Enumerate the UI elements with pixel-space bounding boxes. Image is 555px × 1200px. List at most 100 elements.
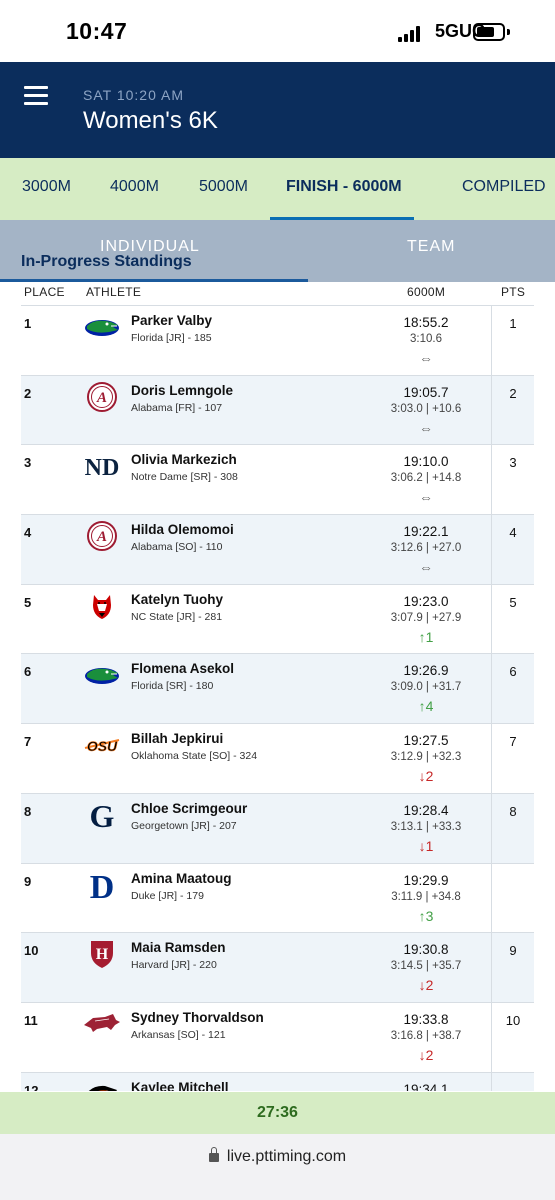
column-divider xyxy=(491,306,492,375)
tab-4000m[interactable]: 4000M xyxy=(110,178,159,195)
status-time: 10:47 xyxy=(66,18,128,44)
athlete-name[interactable]: Flomena Asekol xyxy=(131,661,235,677)
cellular-signal-icon xyxy=(398,26,424,42)
oregon-state-beaver-logo xyxy=(83,1079,121,1091)
athlete-name[interactable]: Kaylee Mitchell xyxy=(131,1079,229,1091)
place-cell: 4 xyxy=(24,525,32,541)
place-cell: 6 xyxy=(24,664,32,680)
column-divider xyxy=(491,933,492,1002)
athlete-name[interactable]: Amina Maatoug xyxy=(131,870,232,886)
points-cell: 8 xyxy=(509,803,517,819)
place-cell: 2 xyxy=(24,385,32,401)
view-tabs: INDIVIDUAL TEAM xyxy=(0,220,555,282)
points-cell: 2 xyxy=(509,385,517,401)
column-divider xyxy=(491,793,492,863)
table-row[interactable]: 9 D Amina Maatoug Duke [JR] - 179 19:29.9 3:1… xyxy=(21,863,534,934)
athlete-name[interactable]: Hilda Olemomoi xyxy=(131,522,234,538)
svg-text:D: D xyxy=(90,870,115,900)
place-cell: 3 xyxy=(24,455,32,471)
section-title: In-Progress Standings xyxy=(21,253,192,270)
svg-text:OSU: OSU xyxy=(87,738,118,754)
place-cell: 1 xyxy=(24,316,32,331)
table-row[interactable]: 6 Flomena Asekol Florida [SR] - 180 19:26.9… xyxy=(21,654,534,725)
split-gap: 3:14.5 | +35.7 xyxy=(390,960,462,973)
col-athlete: ATHLETE xyxy=(86,285,142,299)
position-change-icon: ↑3 xyxy=(418,907,434,924)
table-row[interactable]: 11 Sydney Thorvaldson Arkansas [SO] - 121 1… xyxy=(21,1002,534,1073)
tab-team[interactable]: TEAM xyxy=(407,238,456,255)
finish-time: 19:27.5 xyxy=(403,733,449,749)
athlete-team-info: Harvard [JR] - 220 xyxy=(131,959,217,972)
column-divider xyxy=(491,863,492,933)
athlete-name[interactable]: Sydney Thorvaldson xyxy=(131,1009,264,1025)
tab-finish-6000m[interactable]: FINISH - 6000M xyxy=(270,158,414,220)
position-change-icon: ⇔ xyxy=(419,350,433,366)
position-change-icon: ⇔ xyxy=(419,419,433,436)
place-cell: 11 xyxy=(24,1012,38,1028)
split-gap: 3:09.0 | +31.7 xyxy=(390,681,462,694)
alabama-a-logo: A xyxy=(83,521,121,552)
split-gap: 3:13.1 | +33.3 xyxy=(390,820,462,833)
app-header: SAT 10:20 AM Women's 6K xyxy=(0,62,555,158)
position-change-icon: ↑4 xyxy=(418,698,434,715)
tab-individual[interactable]: INDIVIDUAL xyxy=(100,238,200,255)
points-cell: 9 xyxy=(509,943,517,959)
column-divider xyxy=(491,584,492,654)
athlete-team-info: Alabama [SO] - 110 xyxy=(131,541,223,554)
athlete-name[interactable]: Doris Lemngole xyxy=(131,382,234,398)
svg-text:A: A xyxy=(96,529,107,545)
harvard-shield-logo: H xyxy=(83,939,121,969)
event-datetime: SAT 10:20 AM xyxy=(83,87,184,103)
position-change-icon: ↑1 xyxy=(418,628,434,645)
georgetown-g-logo: G xyxy=(83,798,121,834)
position-change-icon: ↓2 xyxy=(418,768,434,785)
status-bar: 10:47 5GUC xyxy=(0,0,555,62)
column-divider xyxy=(491,1002,492,1072)
column-divider xyxy=(491,515,492,584)
table-row[interactable]: 5 Katelyn Tuohy NC State [JR] - 281 19:23.0… xyxy=(21,584,534,655)
browser-url-bar[interactable]: live.pttiming.com xyxy=(0,1134,555,1200)
athlete-name[interactable]: Parker Valby xyxy=(131,313,213,328)
race-clock: 27:36 xyxy=(0,1092,555,1134)
alabama-a-logo: A xyxy=(83,381,121,412)
athlete-name[interactable]: Billah Jepkirui xyxy=(131,731,224,747)
athlete-team-info: Georgetown [JR] - 207 xyxy=(131,819,237,832)
finish-time: 19:33.8 xyxy=(403,1011,449,1027)
athlete-team-info: Florida [SR] - 180 xyxy=(131,680,214,693)
athlete-name[interactable]: Maia Ramsden xyxy=(131,940,226,956)
athlete-name[interactable]: Katelyn Tuohy xyxy=(131,591,224,607)
table-row[interactable]: 4 A Hilda Olemomoi Alabama [SO] - 110 19:22.… xyxy=(21,515,534,585)
finish-time: 19:23.0 xyxy=(403,593,449,609)
table-header: PLACE ATHLETE 6000M PTS xyxy=(0,282,555,306)
place-cell: 9 xyxy=(24,873,32,889)
table-row[interactable]: 3 ND Olivia Markezich Notre Dame [SR] - 308… xyxy=(21,445,534,516)
tab-5000m[interactable]: 5000M xyxy=(199,178,248,195)
place-cell: 5 xyxy=(24,594,32,610)
athlete-name[interactable]: Olivia Markezich xyxy=(131,452,237,468)
oklahoma-state-osu-logo: OSU xyxy=(83,730,121,760)
table-row[interactable]: 2 A Doris Lemngole Alabama [FR] - 107 19:05.… xyxy=(21,375,534,446)
table-row[interactable]: 1 Parker Valby Florida [JR] - 185 18:55.2 3:… xyxy=(21,306,534,376)
split-gap: 3:11.9 | +34.8 xyxy=(391,890,461,903)
event-title: Women's 6K xyxy=(83,107,218,134)
table-row[interactable]: 10 H Maia Ramsden Harvard [JR] - 220 19:30.8… xyxy=(21,933,534,1003)
network-type: 5GUC xyxy=(435,21,486,41)
finish-time: 19:26.9 xyxy=(403,663,449,679)
nc-state-wolf-logo xyxy=(83,591,121,621)
points-cell: 1 xyxy=(509,316,517,331)
points-cell: 6 xyxy=(509,664,517,680)
svg-text:H: H xyxy=(96,946,109,963)
tab-3000m[interactable]: 3000M xyxy=(22,178,71,195)
place-cell: 10 xyxy=(24,943,39,959)
place-cell: 7 xyxy=(24,734,32,750)
column-divider xyxy=(491,654,492,724)
florida-gator-logo xyxy=(83,312,121,342)
athlete-name[interactable]: Chloe Scrimgeour xyxy=(131,800,248,816)
column-divider xyxy=(491,1072,492,1091)
tab-compiled[interactable]: COMPILED xyxy=(462,178,546,195)
athlete-team-info: Notre Dame [SR] - 308 xyxy=(131,471,238,484)
table-row[interactable]: 8 G Chloe Scrimgeour Georgetown [JR] - 207 1… xyxy=(21,793,534,864)
menu-icon[interactable] xyxy=(24,86,50,106)
table-row[interactable]: 7 OSU Billah Jepkirui Oklahoma State [SO] -… xyxy=(21,724,534,794)
